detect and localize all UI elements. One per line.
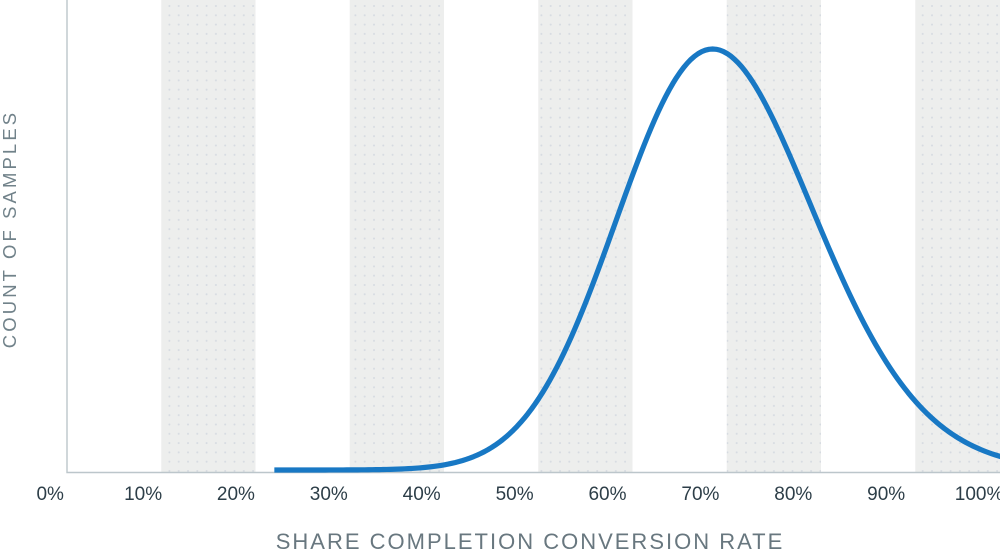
svg-text:90%: 90%	[867, 484, 905, 505]
svg-text:40%: 40%	[403, 484, 441, 505]
svg-text:30%: 30%	[310, 484, 348, 505]
svg-text:0%: 0%	[36, 484, 64, 505]
svg-text:80%: 80%	[774, 484, 812, 505]
svg-text:70%: 70%	[681, 484, 719, 505]
svg-text:60%: 60%	[588, 484, 626, 505]
svg-text:10%: 10%	[124, 484, 162, 505]
svg-text:20%: 20%	[217, 484, 255, 505]
svg-text:100%: 100%	[955, 484, 1000, 505]
svg-text:50%: 50%	[496, 484, 534, 505]
